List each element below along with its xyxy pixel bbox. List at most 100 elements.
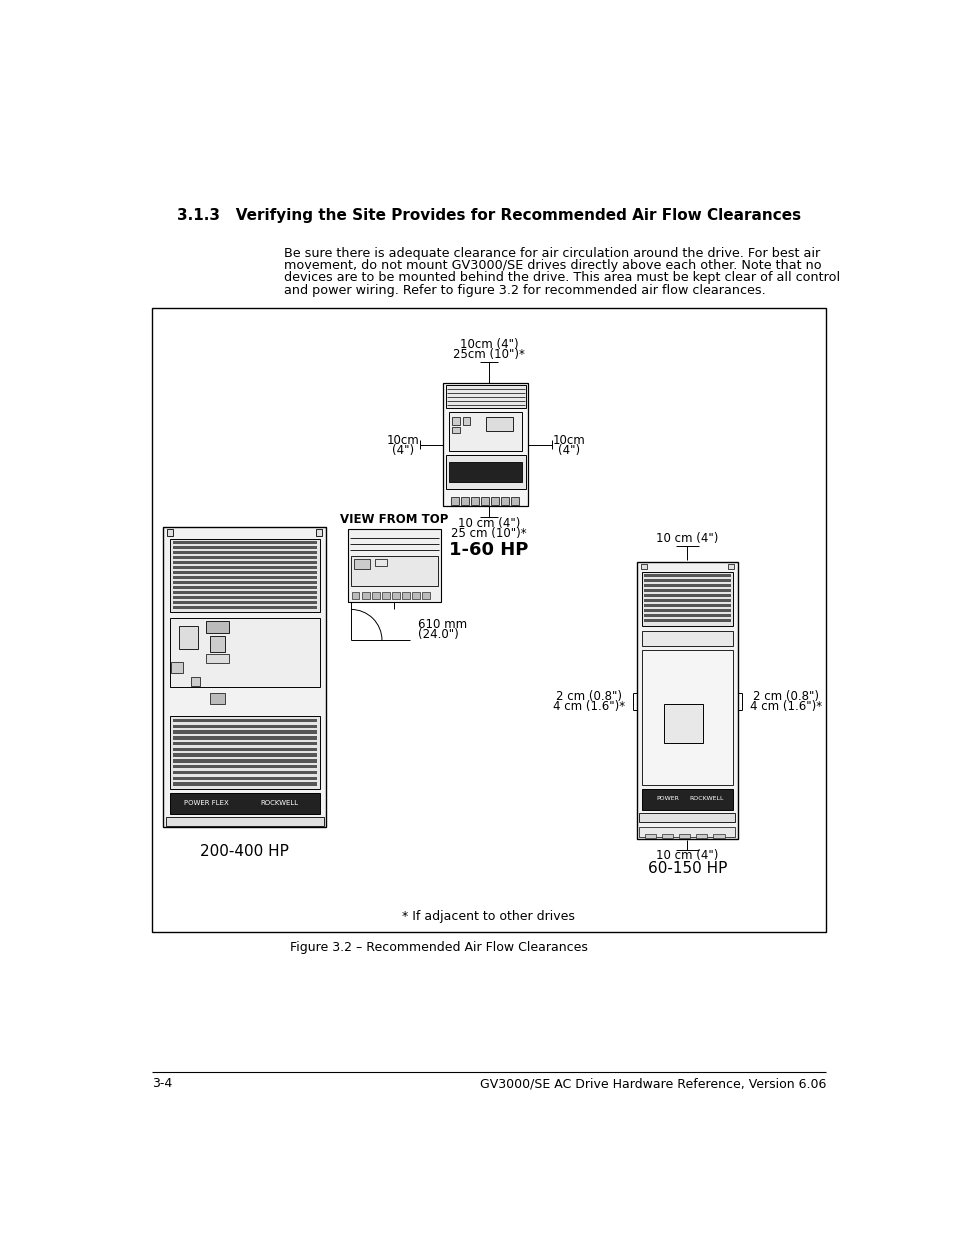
Bar — [471, 496, 478, 505]
Bar — [172, 576, 316, 579]
Text: POWER: POWER — [656, 797, 679, 802]
Bar — [639, 813, 735, 823]
Text: devices are to be mounted behind the drive. This area must be kept clear of all : devices are to be mounted behind the dri… — [283, 272, 839, 284]
Text: 1-60 HP: 1-60 HP — [449, 541, 528, 559]
Bar — [727, 564, 733, 568]
Bar — [171, 662, 183, 673]
Text: 610 mm: 610 mm — [417, 619, 466, 631]
Bar — [643, 619, 730, 622]
Text: Be sure there is adequate clearance for air circulation around the drive. For be: Be sure there is adequate clearance for … — [283, 247, 819, 259]
Bar — [445, 454, 525, 489]
Text: (24.0"): (24.0") — [417, 629, 457, 641]
Bar — [172, 546, 316, 550]
Text: 3.1.3   Verifying the Site Provides for Recommended Air Flow Clearances: 3.1.3 Verifying the Site Provides for Re… — [176, 209, 801, 224]
Bar — [172, 782, 316, 785]
Bar — [640, 564, 646, 568]
Text: VIEW FROM TOP: VIEW FROM TOP — [340, 513, 448, 526]
Bar — [661, 835, 673, 839]
Bar — [392, 593, 399, 599]
Bar — [172, 747, 316, 751]
Bar — [172, 736, 316, 740]
Bar — [643, 584, 730, 587]
Bar — [172, 571, 316, 574]
Text: 4 cm (1.6")*: 4 cm (1.6")* — [749, 700, 821, 713]
Bar — [351, 556, 437, 587]
Bar — [372, 593, 379, 599]
Bar — [641, 572, 732, 626]
Bar — [152, 309, 825, 932]
Bar — [172, 760, 316, 763]
Bar — [643, 589, 730, 592]
Text: 60-150 HP: 60-150 HP — [647, 861, 726, 876]
Bar — [172, 561, 316, 564]
Bar — [443, 383, 528, 506]
Bar — [172, 753, 316, 757]
Bar — [163, 527, 326, 827]
Bar — [695, 835, 707, 839]
Bar — [641, 631, 732, 646]
Bar — [354, 559, 369, 568]
Bar — [422, 593, 430, 599]
Bar — [452, 417, 459, 425]
Bar — [445, 385, 525, 409]
Bar — [491, 496, 498, 505]
Bar — [167, 530, 173, 536]
Bar — [639, 827, 735, 836]
Bar — [462, 417, 470, 425]
Bar — [641, 651, 732, 785]
Text: ROCKWELL: ROCKWELL — [689, 797, 723, 802]
Bar — [172, 551, 316, 555]
Text: 200-400 HP: 200-400 HP — [200, 845, 289, 860]
Bar — [166, 816, 323, 826]
Bar — [361, 593, 369, 599]
Text: 10cm: 10cm — [552, 435, 584, 447]
Bar — [485, 417, 513, 431]
Bar — [679, 835, 690, 839]
Bar — [511, 496, 518, 505]
Bar — [500, 496, 509, 505]
Bar — [644, 835, 656, 839]
Bar — [637, 562, 737, 839]
Bar — [460, 496, 468, 505]
Bar — [643, 604, 730, 608]
Bar — [449, 412, 521, 451]
Bar — [352, 593, 359, 599]
Bar — [206, 655, 229, 663]
Bar — [643, 594, 730, 597]
Bar — [170, 716, 319, 789]
Bar — [172, 725, 316, 727]
Text: 2 cm (0.8"): 2 cm (0.8") — [752, 690, 818, 703]
Bar — [172, 580, 316, 584]
Bar — [172, 730, 316, 734]
Bar — [179, 626, 198, 648]
Text: 2 cm (0.8"): 2 cm (0.8") — [556, 690, 621, 703]
Bar — [348, 529, 440, 601]
Bar — [172, 541, 316, 543]
Text: movement, do not mount GV3000/SE drives directly above each other. Note that no: movement, do not mount GV3000/SE drives … — [283, 259, 821, 272]
Bar — [210, 693, 225, 704]
Text: (4"): (4") — [392, 443, 414, 457]
Bar — [381, 593, 390, 599]
Text: POWER FLEX: POWER FLEX — [184, 800, 228, 805]
Text: ROCKWELL: ROCKWELL — [260, 800, 298, 805]
Text: 25 cm (10")*: 25 cm (10")* — [451, 527, 526, 541]
Bar — [412, 593, 419, 599]
Bar — [170, 538, 319, 611]
Bar — [643, 614, 730, 618]
Bar — [643, 579, 730, 582]
Bar — [191, 677, 199, 687]
Bar — [172, 566, 316, 569]
Text: 3-4: 3-4 — [152, 1077, 172, 1091]
Bar — [641, 789, 732, 810]
Bar — [643, 574, 730, 577]
Bar — [172, 719, 316, 722]
Text: 25cm (10")*: 25cm (10")* — [453, 348, 524, 361]
Text: (4"): (4") — [558, 443, 579, 457]
Text: 4 cm (1.6")*: 4 cm (1.6")* — [552, 700, 624, 713]
Text: 10 cm (4"): 10 cm (4") — [656, 532, 718, 545]
Bar — [206, 621, 229, 632]
Bar — [712, 835, 723, 839]
Text: 10 cm (4"): 10 cm (4") — [457, 516, 519, 530]
Bar — [375, 559, 386, 566]
Bar — [452, 427, 459, 433]
